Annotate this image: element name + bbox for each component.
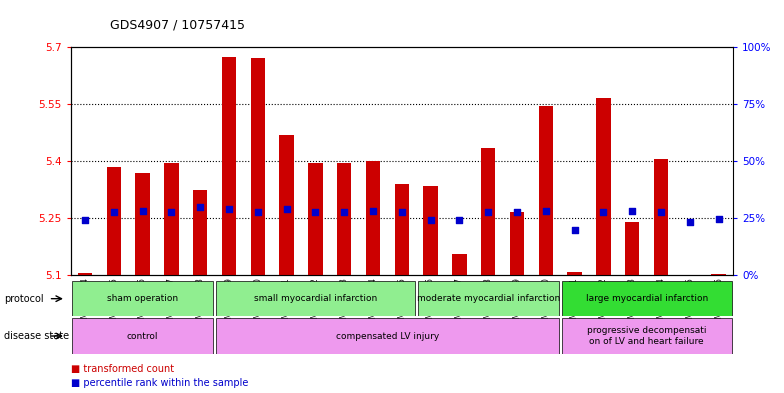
Bar xyxy=(481,148,495,275)
Bar xyxy=(539,106,553,275)
Point xyxy=(107,209,120,215)
Point xyxy=(78,217,91,223)
Bar xyxy=(279,134,294,275)
Text: GSM1151155: GSM1151155 xyxy=(109,277,118,328)
Text: GSM1151173: GSM1151173 xyxy=(628,277,637,328)
Bar xyxy=(568,272,582,275)
Text: GSM1151167: GSM1151167 xyxy=(455,277,464,328)
Point xyxy=(626,208,638,214)
Bar xyxy=(452,254,466,275)
Text: compensated LV injury: compensated LV injury xyxy=(336,332,439,340)
Text: GSM1151159: GSM1151159 xyxy=(224,277,234,328)
Point xyxy=(655,209,667,215)
Text: GSM1151168: GSM1151168 xyxy=(484,277,492,328)
Bar xyxy=(193,189,208,275)
Point xyxy=(539,208,552,214)
Bar xyxy=(510,212,524,275)
Text: GSM1151161: GSM1151161 xyxy=(282,277,291,328)
Text: GSM1151156: GSM1151156 xyxy=(138,277,147,328)
Text: GDS4907 / 10757415: GDS4907 / 10757415 xyxy=(110,18,245,31)
Text: GSM1151171: GSM1151171 xyxy=(570,277,579,328)
Bar xyxy=(308,163,322,275)
Text: progressive decompensati
on of LV and heart failure: progressive decompensati on of LV and he… xyxy=(587,326,706,346)
Bar xyxy=(337,163,351,275)
Point xyxy=(713,216,725,222)
Point xyxy=(223,206,235,212)
Point xyxy=(367,208,379,214)
Text: disease state: disease state xyxy=(4,331,69,341)
Text: large myocardial infarction: large myocardial infarction xyxy=(586,294,708,303)
Point xyxy=(684,219,696,225)
Text: moderate myocardial infarction: moderate myocardial infarction xyxy=(416,294,560,303)
Text: sham operation: sham operation xyxy=(107,294,178,303)
Bar xyxy=(394,184,409,275)
Text: GSM1151160: GSM1151160 xyxy=(253,277,263,328)
Bar xyxy=(136,173,150,275)
Bar xyxy=(216,318,559,354)
Text: protocol: protocol xyxy=(4,294,44,304)
Point xyxy=(568,226,581,233)
Text: small myocardial infarction: small myocardial infarction xyxy=(254,294,377,303)
Bar xyxy=(366,161,380,275)
Point xyxy=(453,217,466,223)
Bar xyxy=(423,186,437,275)
Bar xyxy=(251,58,265,275)
Bar xyxy=(596,98,611,275)
Text: GSM1151158: GSM1151158 xyxy=(196,277,205,328)
Point xyxy=(338,209,350,215)
Point xyxy=(165,209,178,215)
Point xyxy=(510,209,523,215)
Text: ■ percentile rank within the sample: ■ percentile rank within the sample xyxy=(71,378,248,388)
Point xyxy=(194,204,206,210)
Text: GSM1151163: GSM1151163 xyxy=(339,277,349,328)
Text: GSM1151169: GSM1151169 xyxy=(513,277,521,328)
Text: GSM1151162: GSM1151162 xyxy=(311,277,320,328)
Bar xyxy=(418,281,559,316)
Text: GSM1151157: GSM1151157 xyxy=(167,277,176,328)
Bar xyxy=(711,274,726,275)
Text: GSM1151172: GSM1151172 xyxy=(599,277,608,328)
Bar xyxy=(78,273,93,275)
Text: GSM1151170: GSM1151170 xyxy=(541,277,550,328)
Point xyxy=(309,209,321,215)
Text: GSM1151166: GSM1151166 xyxy=(426,277,435,328)
Bar xyxy=(654,159,668,275)
Bar xyxy=(72,318,213,354)
Point xyxy=(597,209,610,215)
Text: control: control xyxy=(127,332,158,340)
Text: GSM1151174: GSM1151174 xyxy=(656,277,666,328)
Bar xyxy=(625,222,640,275)
Bar xyxy=(222,57,236,275)
Bar xyxy=(216,281,415,316)
Text: GSM1151165: GSM1151165 xyxy=(397,277,406,328)
Bar xyxy=(561,281,731,316)
Text: GSM1151175: GSM1151175 xyxy=(685,277,695,328)
Text: ■ transformed count: ■ transformed count xyxy=(71,364,174,375)
Bar xyxy=(164,163,179,275)
Bar xyxy=(561,318,731,354)
Point xyxy=(424,217,437,223)
Text: GSM1151176: GSM1151176 xyxy=(714,277,723,328)
Point xyxy=(482,209,495,215)
Bar xyxy=(72,281,213,316)
Text: GSM1151154: GSM1151154 xyxy=(81,277,89,328)
Text: GSM1151164: GSM1151164 xyxy=(368,277,378,328)
Point xyxy=(281,206,293,212)
Bar xyxy=(107,167,121,275)
Point xyxy=(252,209,264,215)
Point xyxy=(395,209,408,215)
Point xyxy=(136,208,149,214)
